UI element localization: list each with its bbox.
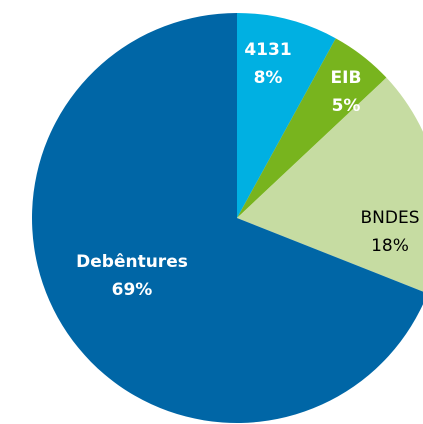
slice-label: Debêntures bbox=[76, 252, 188, 272]
pie-slice bbox=[237, 13, 336, 218]
slice-value-label: 8% bbox=[254, 68, 283, 88]
slice-value-label: 5% bbox=[332, 96, 361, 116]
slice-value-label: 18% bbox=[371, 236, 409, 256]
slice-label: 4131 bbox=[244, 40, 291, 60]
slice-label: BNDES bbox=[360, 208, 419, 228]
slice-value-label: 69% bbox=[112, 280, 153, 300]
pie-slice bbox=[237, 38, 387, 218]
slice-label: EIB bbox=[331, 68, 362, 88]
pie-slice bbox=[237, 77, 423, 292]
pie-slice bbox=[32, 13, 423, 423]
